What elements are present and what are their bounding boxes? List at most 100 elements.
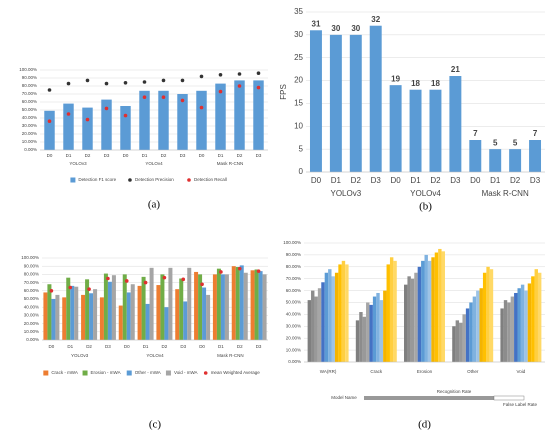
bar [107, 281, 112, 340]
marker [66, 81, 71, 86]
bar [410, 278, 415, 362]
bar [427, 260, 432, 362]
y-tick-label: 15 [294, 99, 303, 108]
bar [324, 272, 329, 362]
bar [404, 284, 408, 362]
bar [314, 296, 318, 362]
bar [82, 107, 93, 150]
marker [256, 269, 261, 273]
marker [142, 80, 147, 84]
y-tick-label: 90.00% [22, 75, 37, 80]
bar [476, 290, 480, 362]
bar [158, 90, 169, 150]
bar [99, 297, 104, 340]
bar [507, 302, 511, 362]
bar [331, 276, 335, 362]
bar [503, 300, 508, 362]
y-tick-label: 10.00% [24, 329, 39, 334]
marker [66, 112, 71, 116]
x-tick-label: D3 [104, 153, 110, 158]
bar [489, 269, 494, 362]
bar [43, 292, 48, 340]
legend-label: Detection Recall [194, 177, 227, 182]
data-label: 18 [411, 79, 420, 88]
bar [531, 276, 535, 362]
x-tick-label: D0 [199, 153, 205, 158]
bar [198, 274, 203, 340]
y-tick-label: 50.00% [24, 296, 39, 301]
bar [376, 292, 380, 362]
y-tick-label: 0.00% [26, 337, 39, 342]
marker [124, 279, 129, 283]
bar [307, 300, 312, 362]
bar [362, 316, 367, 362]
marker [104, 106, 109, 111]
x-tick-label: D2 [85, 153, 91, 158]
bar [328, 269, 332, 362]
x-tick-label: D0 [391, 176, 402, 185]
x-tick-label: Crack [370, 369, 383, 374]
bar [527, 283, 532, 362]
bar [424, 254, 428, 362]
marker [218, 89, 223, 94]
marker [181, 277, 186, 282]
annotation-bar [364, 396, 514, 400]
bar [486, 266, 490, 362]
bar [479, 288, 483, 362]
y-tick-label: 100.00% [21, 255, 39, 260]
legend-swatch [43, 370, 49, 376]
x-tick-label: D1 [218, 344, 224, 349]
x-tick-label: D1 [143, 344, 149, 349]
bar [500, 308, 504, 362]
y-tick-label: 30 [294, 30, 303, 39]
bar [63, 103, 74, 150]
y-tick-label: 0 [299, 167, 304, 176]
bar [369, 304, 373, 362]
bar [149, 267, 154, 340]
legend-label: Other - mWA [135, 370, 161, 375]
x-tick-label: D1 [67, 344, 73, 349]
x-tick-label: D1 [218, 153, 224, 158]
bar [438, 248, 442, 362]
data-label: 18 [431, 79, 440, 88]
marker [256, 71, 261, 75]
bar [366, 302, 370, 362]
group-label: YOLOv3 [71, 353, 89, 358]
legend-swatch [165, 370, 171, 376]
bar [235, 267, 240, 340]
bar [469, 140, 482, 172]
y-tick-label: 5 [299, 144, 304, 153]
bar [194, 271, 199, 340]
x-tick-label: D2 [510, 176, 521, 185]
x-tick-label: D3 [180, 344, 186, 349]
bar [517, 288, 521, 362]
x-tick-label: D2 [351, 176, 362, 185]
marker [47, 119, 52, 123]
x-tick-label: D1 [331, 176, 342, 185]
bar [239, 265, 244, 340]
bar [258, 271, 263, 340]
bar [89, 293, 94, 340]
marker [123, 113, 128, 118]
bar [431, 257, 435, 362]
y-axis-label: FPS [279, 84, 288, 100]
x-tick-label: D3 [450, 176, 461, 185]
bar [234, 80, 245, 150]
bar [212, 274, 217, 340]
y-tick-label: 0.00% [288, 359, 301, 364]
bar [62, 297, 67, 340]
x-tick-label: D0 [47, 153, 53, 158]
bar [70, 285, 75, 340]
bar [118, 305, 123, 340]
marker [218, 73, 223, 77]
bar [462, 314, 466, 362]
bar [66, 277, 71, 340]
x-tick-label: Void [517, 369, 526, 374]
bar [459, 322, 463, 362]
bar [44, 110, 55, 150]
y-tick-label: 30.00% [286, 323, 301, 328]
marker [106, 276, 110, 281]
bar [529, 140, 542, 172]
bar [85, 279, 90, 340]
legend-swatch [70, 177, 76, 183]
